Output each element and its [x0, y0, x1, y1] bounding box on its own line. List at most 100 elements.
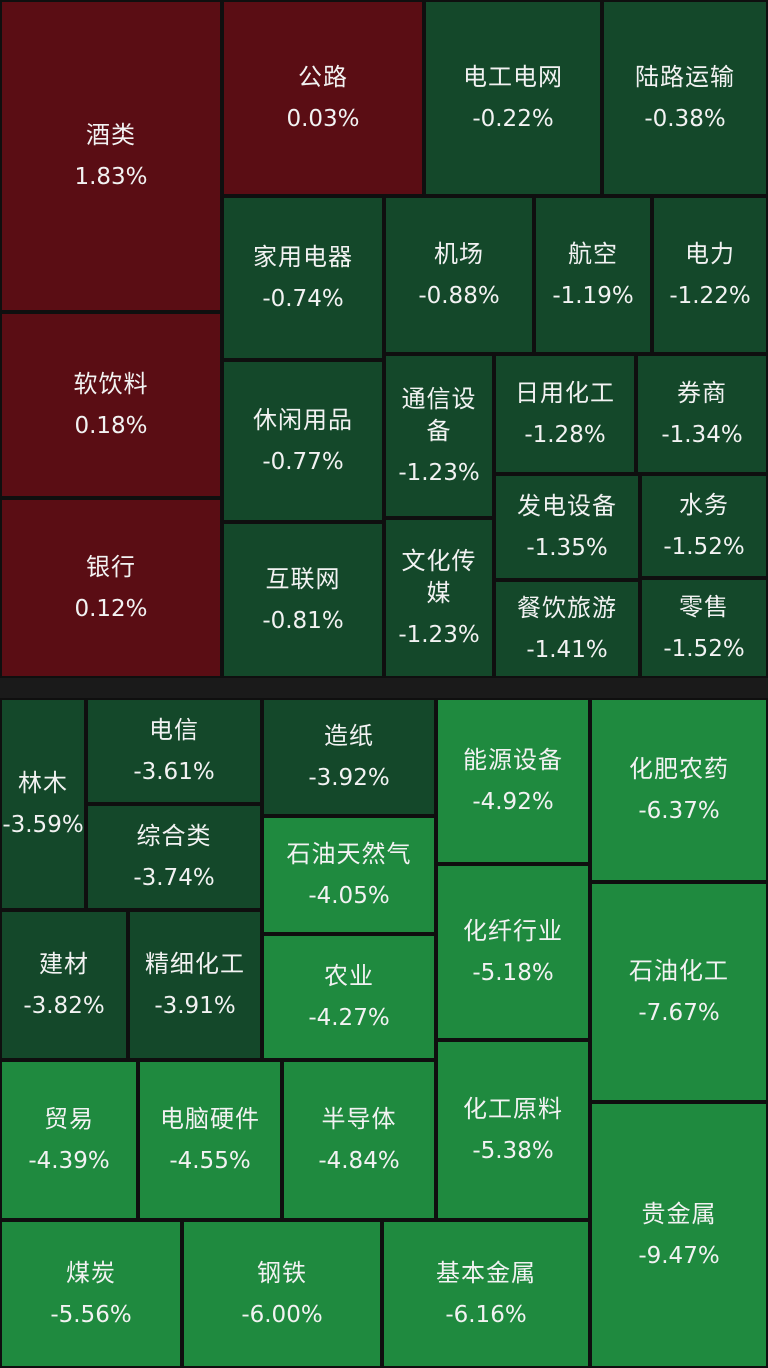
sector-tile[interactable]: 能源设备 -4.92% [436, 698, 590, 864]
sector-name: 贸易 [44, 1105, 94, 1133]
sector-tile[interactable]: 机场 -0.88% [384, 196, 534, 354]
sector-tile[interactable]: 煤炭 -5.56% [0, 1220, 182, 1368]
sector-tile[interactable]: 石油天然气 -4.05% [262, 816, 436, 934]
sector-change: 1.83% [74, 164, 148, 190]
sector-tile[interactable]: 银行 0.12% [0, 498, 222, 678]
sector-name: 家用电器 [253, 243, 353, 271]
sector-change: -1.23% [398, 622, 480, 648]
sector-change: 0.18% [74, 413, 148, 439]
sector-tile[interactable]: 化肥农药 -6.37% [590, 698, 768, 882]
sector-name: 综合类 [136, 822, 212, 850]
sector-change: -1.35% [526, 535, 608, 561]
sector-change: -1.52% [663, 636, 745, 662]
sector-tile[interactable]: 化纤行业 -5.18% [436, 864, 590, 1040]
sector-tile[interactable]: 券商 -1.34% [636, 354, 768, 474]
sector-tile[interactable]: 化工原料 -5.38% [436, 1040, 590, 1220]
sector-name: 煤炭 [66, 1259, 116, 1287]
sector-name: 基本金属 [436, 1259, 536, 1287]
sector-change: -3.91% [154, 993, 236, 1019]
sector-change: -7.67% [638, 1000, 720, 1026]
sector-tile[interactable]: 林木 -3.59% [0, 698, 86, 910]
sector-name: 陆路运输 [635, 63, 735, 91]
sector-tile[interactable]: 电工电网 -0.22% [424, 0, 602, 196]
sector-tile[interactable]: 文化传媒 -1.23% [384, 518, 494, 678]
sector-tile[interactable]: 家用电器 -0.74% [222, 196, 384, 360]
sector-tile[interactable]: 互联网 -0.81% [222, 522, 384, 678]
sector-tile[interactable]: 发电设备 -1.35% [494, 474, 640, 580]
sector-name: 通信设备 [401, 385, 477, 445]
sector-name: 航空 [568, 240, 618, 268]
sector-name: 化肥农药 [629, 755, 729, 783]
sector-name: 能源设备 [463, 746, 563, 774]
sector-change: -3.61% [133, 759, 215, 785]
sector-change: -1.41% [526, 637, 608, 663]
sector-name: 零售 [679, 593, 729, 621]
sector-tile[interactable]: 石油化工 -7.67% [590, 882, 768, 1102]
sector-change: -4.55% [169, 1148, 251, 1174]
sector-change: -4.05% [308, 883, 390, 909]
sector-tile[interactable]: 航空 -1.19% [534, 196, 652, 354]
sector-tile[interactable]: 贸易 -4.39% [0, 1060, 138, 1220]
sector-tile[interactable]: 日用化工 -1.28% [494, 354, 636, 474]
sector-tile[interactable]: 钢铁 -6.00% [182, 1220, 382, 1368]
sector-change: -5.56% [50, 1302, 132, 1328]
sector-change: -5.38% [472, 1138, 554, 1164]
sector-change: -4.92% [472, 789, 554, 815]
sector-tile[interactable]: 电信 -3.61% [86, 698, 262, 804]
sector-name: 化工原料 [463, 1095, 563, 1123]
sector-change: -0.38% [644, 106, 726, 132]
sector-name: 电脑硬件 [160, 1105, 260, 1133]
group-divider [0, 678, 768, 698]
sector-tile[interactable]: 零售 -1.52% [640, 578, 768, 678]
sector-change: -0.88% [418, 283, 500, 309]
sector-change: -1.34% [661, 422, 743, 448]
sector-change: -3.74% [133, 865, 215, 891]
sector-name: 建材 [39, 950, 89, 978]
sector-name: 造纸 [324, 722, 374, 750]
sector-change: 0.12% [74, 596, 148, 622]
sector-tile[interactable]: 餐饮旅游 -1.41% [494, 580, 640, 678]
sector-change: -6.00% [241, 1302, 323, 1328]
sector-name: 软饮料 [73, 370, 149, 398]
sector-name: 电工电网 [463, 63, 563, 91]
sector-name: 日用化工 [515, 379, 615, 407]
sector-tile[interactable]: 农业 -4.27% [262, 934, 436, 1060]
sector-tile[interactable]: 精细化工 -3.91% [128, 910, 262, 1060]
sector-tile[interactable]: 软饮料 0.18% [0, 312, 222, 498]
sector-change: -0.81% [262, 608, 344, 634]
sector-name: 文化传媒 [401, 547, 477, 607]
sector-change: -1.19% [552, 283, 634, 309]
sector-name: 半导体 [321, 1105, 397, 1133]
sector-tile[interactable]: 造纸 -3.92% [262, 698, 436, 816]
sector-tile[interactable]: 综合类 -3.74% [86, 804, 262, 910]
sector-tile[interactable]: 建材 -3.82% [0, 910, 128, 1060]
sector-change: -0.77% [262, 449, 344, 475]
sector-name: 石油天然气 [286, 840, 412, 868]
sector-tile[interactable]: 基本金属 -6.16% [382, 1220, 590, 1368]
sector-tile[interactable]: 酒类 1.83% [0, 0, 222, 312]
sector-tile[interactable]: 电力 -1.22% [652, 196, 768, 354]
sector-name: 电信 [149, 716, 199, 744]
sector-change: -3.92% [308, 765, 390, 791]
sector-tile[interactable]: 陆路运输 -0.38% [602, 0, 768, 196]
sector-name: 互联网 [265, 565, 341, 593]
sector-name: 餐饮旅游 [517, 594, 617, 622]
sector-tile[interactable]: 通信设备 -1.23% [384, 354, 494, 518]
sector-tile[interactable]: 公路 0.03% [222, 0, 424, 196]
sector-change: -1.52% [663, 534, 745, 560]
sector-change: -4.27% [308, 1005, 390, 1031]
sector-change: -1.23% [398, 460, 480, 486]
sector-tile[interactable]: 休闲用品 -0.77% [222, 360, 384, 522]
sector-name: 机场 [434, 240, 484, 268]
sector-change: -1.22% [669, 283, 751, 309]
sector-tile[interactable]: 电脑硬件 -4.55% [138, 1060, 282, 1220]
sector-name: 银行 [86, 553, 136, 581]
sector-tile[interactable]: 水务 -1.52% [640, 474, 768, 578]
sector-name: 水务 [679, 491, 729, 519]
sector-name: 券商 [677, 379, 727, 407]
sector-tile[interactable]: 贵金属 -9.47% [590, 1102, 768, 1368]
sector-name: 石油化工 [629, 957, 729, 985]
sector-change: -1.28% [524, 422, 606, 448]
sector-tile[interactable]: 半导体 -4.84% [282, 1060, 436, 1220]
